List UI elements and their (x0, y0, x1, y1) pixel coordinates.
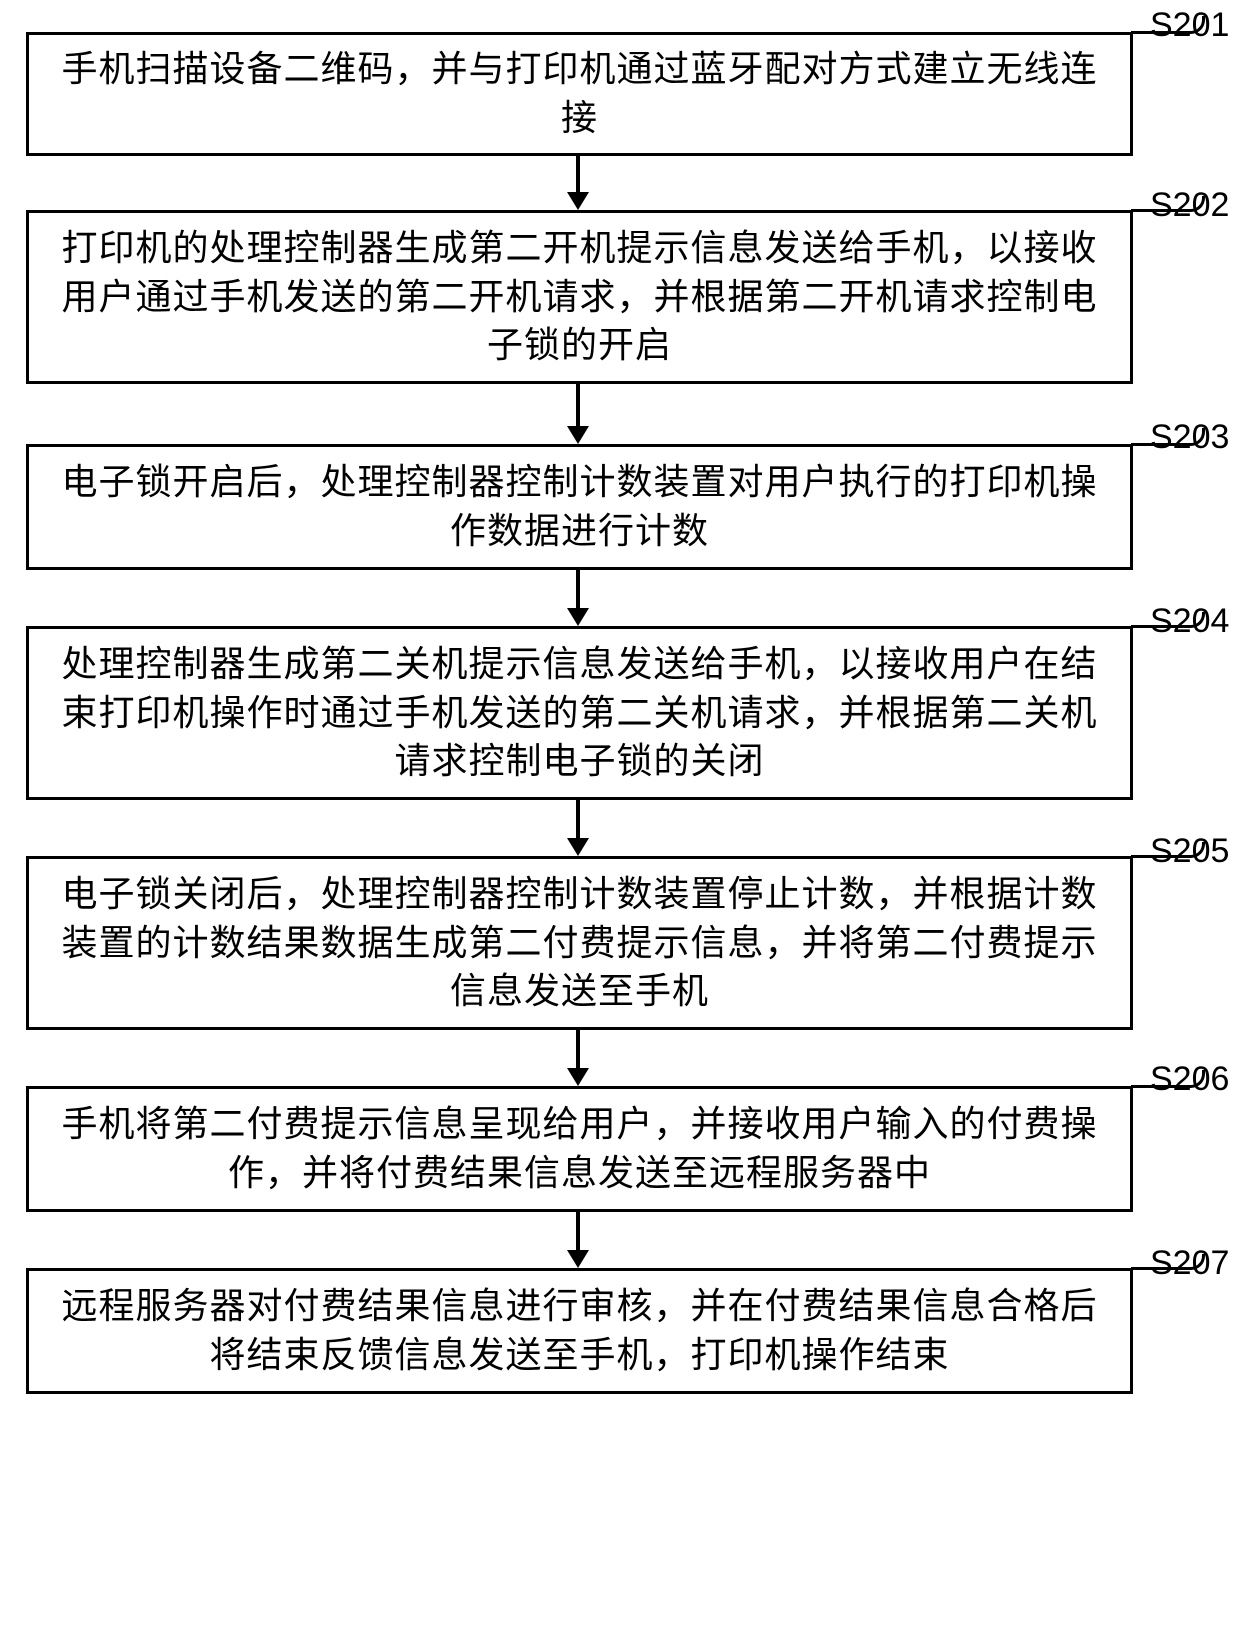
arrow-line (576, 1030, 580, 1068)
arrow-head-icon (567, 192, 589, 210)
step-text: 手机扫描设备二维码，并与打印机通过蓝牙配对方式建立无线连接 (49, 45, 1110, 142)
step-box-s204: 处理控制器生成第二关机提示信息发送给手机，以接收用户在结束打印机操作时通过手机发… (26, 626, 1133, 800)
step-tick (1131, 16, 1205, 34)
step-tick (1131, 196, 1205, 212)
step-tick (1131, 428, 1205, 446)
arrow-head-icon (567, 608, 589, 626)
arrow-line (576, 384, 580, 426)
step-box-s206: 手机将第二付费提示信息呈现给用户，并接收用户输入的付费操作，并将付费结果信息发送… (26, 1086, 1133, 1212)
arrow-head-icon (567, 426, 589, 444)
step-tick (1131, 842, 1205, 858)
step-text: 电子锁关闭后，处理控制器控制计数装置停止计数，并根据计数装置的计数结果数据生成第… (49, 870, 1110, 1016)
arrow-line (576, 800, 580, 838)
step-text: 电子锁开启后，处理控制器控制计数装置对用户执行的打印机操作数据进行计数 (49, 458, 1110, 555)
arrow-head-icon (567, 838, 589, 856)
step-text: 打印机的处理控制器生成第二开机提示信息发送给手机，以接收用户通过手机发送的第二开… (49, 224, 1110, 370)
flowchart-canvas: 手机扫描设备二维码，并与打印机通过蓝牙配对方式建立无线连接S201打印机的处理控… (0, 0, 1240, 1629)
step-tick (1131, 612, 1205, 628)
step-tick (1131, 1254, 1205, 1270)
step-text: 远程服务器对付费结果信息进行审核，并在付费结果信息合格后将结束反馈信息发送至手机… (49, 1282, 1110, 1379)
arrow-line (576, 1212, 580, 1250)
arrow-head-icon (567, 1068, 589, 1086)
step-box-s201: 手机扫描设备二维码，并与打印机通过蓝牙配对方式建立无线连接 (26, 32, 1133, 156)
step-box-s205: 电子锁关闭后，处理控制器控制计数装置停止计数，并根据计数装置的计数结果数据生成第… (26, 856, 1133, 1030)
step-box-s207: 远程服务器对付费结果信息进行审核，并在付费结果信息合格后将结束反馈信息发送至手机… (26, 1268, 1133, 1394)
arrow-line (576, 156, 580, 192)
step-tick (1131, 1070, 1205, 1088)
step-box-s203: 电子锁开启后，处理控制器控制计数装置对用户执行的打印机操作数据进行计数 (26, 444, 1133, 570)
step-box-s202: 打印机的处理控制器生成第二开机提示信息发送给手机，以接收用户通过手机发送的第二开… (26, 210, 1133, 384)
step-text: 处理控制器生成第二关机提示信息发送给手机，以接收用户在结束打印机操作时通过手机发… (49, 640, 1110, 786)
step-text: 手机将第二付费提示信息呈现给用户，并接收用户输入的付费操作，并将付费结果信息发送… (49, 1100, 1110, 1197)
arrow-line (576, 570, 580, 608)
arrow-head-icon (567, 1250, 589, 1268)
